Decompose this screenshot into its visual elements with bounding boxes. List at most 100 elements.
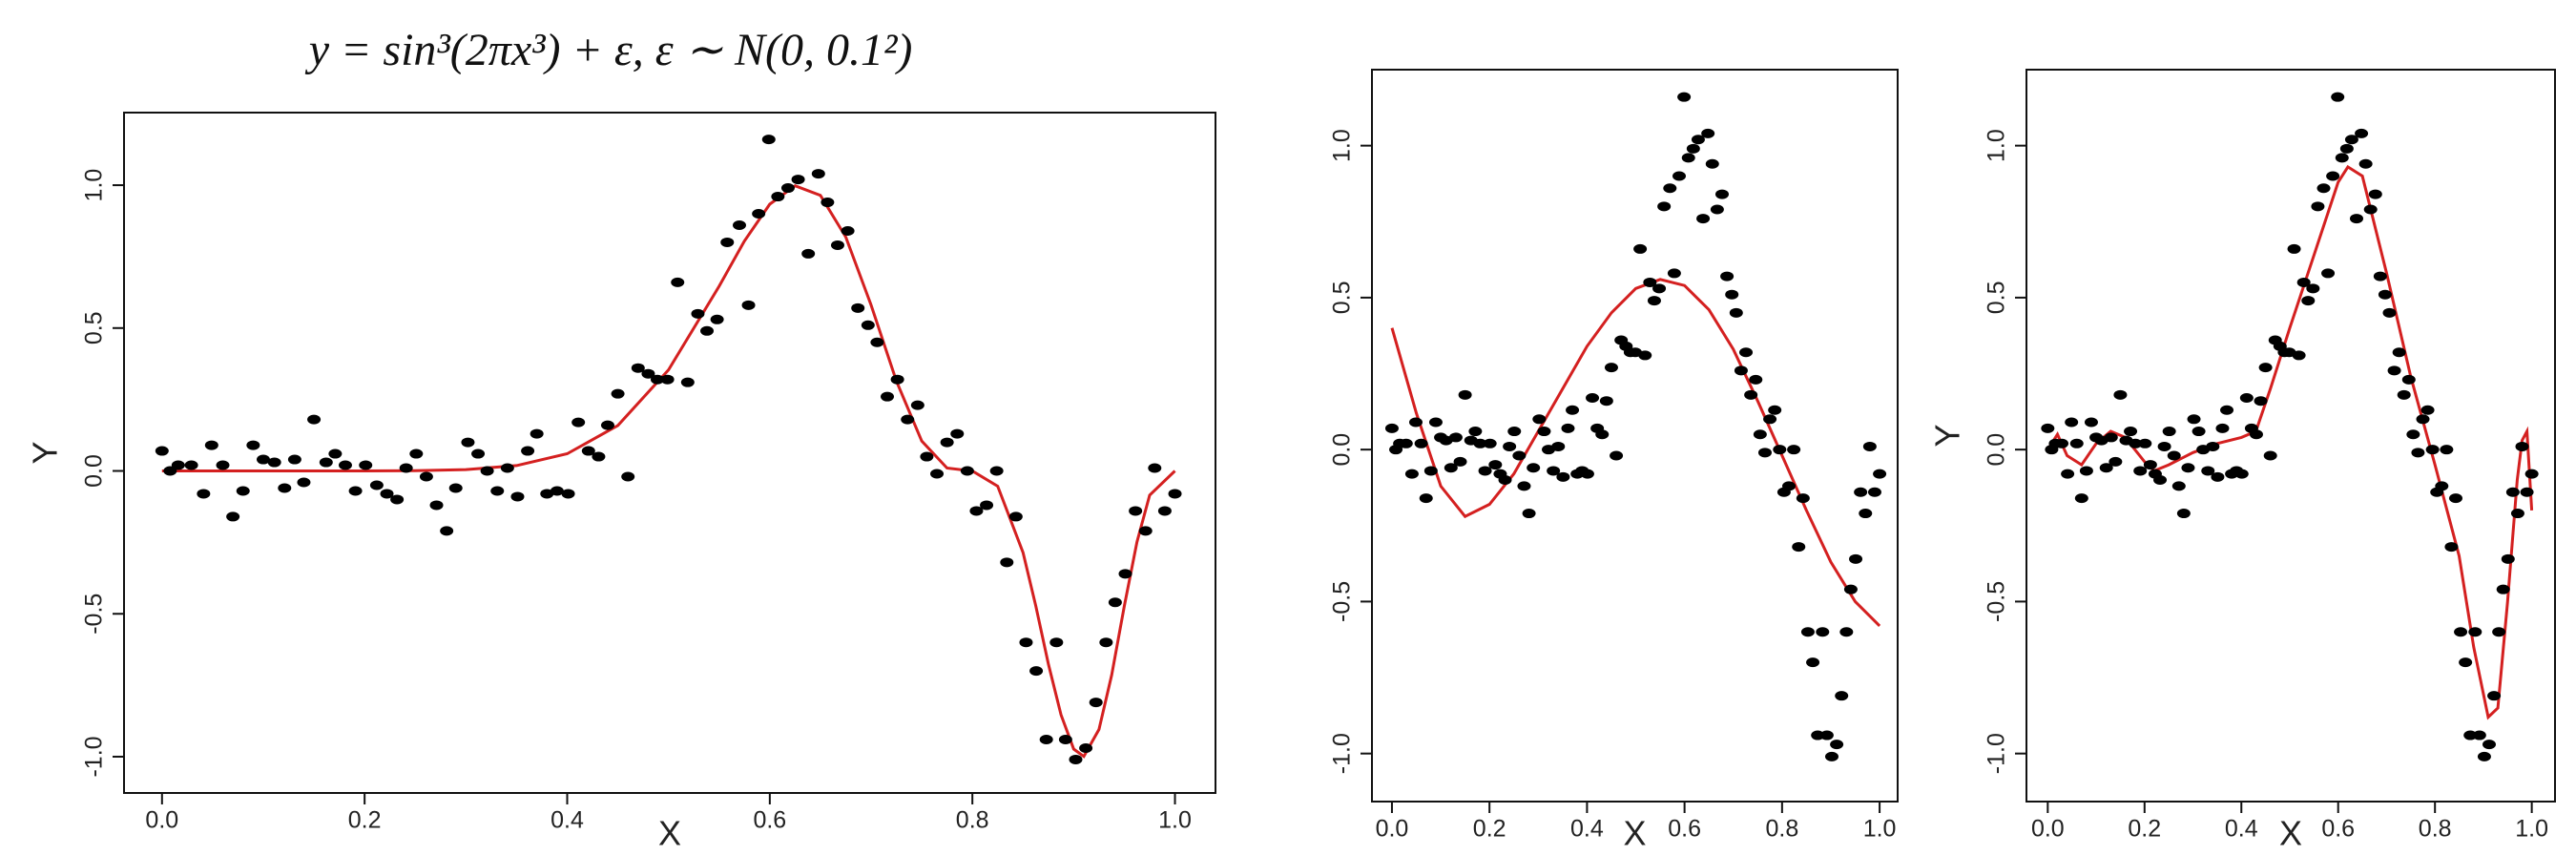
data-point bbox=[2133, 466, 2148, 476]
data-point bbox=[1739, 347, 1754, 358]
x-axis-label: X bbox=[1623, 814, 1646, 853]
data-point bbox=[1586, 393, 1600, 404]
data-point bbox=[930, 469, 945, 479]
data-point bbox=[1753, 429, 1767, 440]
data-point bbox=[550, 486, 564, 496]
data-point bbox=[1522, 509, 1536, 519]
data-point bbox=[1599, 396, 1613, 407]
x-tick-label: 0.0 bbox=[2031, 816, 2065, 843]
data-point bbox=[801, 248, 816, 259]
data-point bbox=[791, 175, 805, 185]
data-point bbox=[1854, 487, 1868, 497]
data-point bbox=[2171, 481, 2186, 491]
data-point bbox=[1488, 460, 1503, 470]
data-point bbox=[2316, 183, 2331, 194]
data-point bbox=[1399, 438, 1413, 448]
data-point bbox=[1428, 417, 1443, 428]
data-point bbox=[1444, 463, 1458, 473]
data-point bbox=[2401, 374, 2416, 385]
data-point bbox=[307, 414, 322, 425]
data-point bbox=[631, 363, 645, 373]
data-point bbox=[1058, 735, 1072, 745]
data-point bbox=[989, 466, 1004, 476]
data-point bbox=[2084, 417, 2098, 428]
data-point bbox=[2296, 277, 2311, 287]
fit-curve bbox=[1390, 278, 1881, 627]
data-point bbox=[960, 466, 974, 476]
data-point bbox=[910, 400, 924, 410]
data-point bbox=[2435, 481, 2449, 491]
data-point bbox=[1843, 584, 1858, 594]
data-point bbox=[861, 320, 875, 330]
data-point bbox=[1517, 481, 1531, 491]
data-point bbox=[811, 169, 825, 179]
data-point bbox=[2496, 584, 2510, 594]
data-point bbox=[1787, 445, 1801, 455]
data-point bbox=[741, 300, 756, 310]
data-point bbox=[236, 486, 250, 496]
data-point bbox=[1404, 469, 1419, 479]
data-point bbox=[1657, 201, 1672, 212]
data-point bbox=[2459, 657, 2473, 668]
data-point bbox=[1079, 742, 1093, 753]
data-point bbox=[700, 325, 715, 336]
data-point bbox=[660, 374, 675, 385]
data-point bbox=[1527, 463, 1541, 473]
data-point bbox=[950, 428, 965, 439]
data-point bbox=[680, 377, 695, 387]
data-point bbox=[1566, 405, 1580, 415]
data-point bbox=[2373, 271, 2387, 282]
data-point bbox=[184, 460, 198, 470]
data-point bbox=[1507, 427, 1522, 437]
data-point bbox=[1099, 637, 1113, 648]
data-point bbox=[1714, 189, 1729, 199]
data-point bbox=[1782, 481, 1797, 491]
data-point bbox=[2239, 393, 2254, 404]
x-tick-label: 0.2 bbox=[1473, 816, 1506, 843]
y-tick-label: 0.0 bbox=[1984, 433, 2010, 467]
y-axis-label: Y bbox=[1928, 424, 1967, 447]
data-point bbox=[2387, 365, 2401, 376]
data-point bbox=[155, 446, 169, 456]
data-point bbox=[1633, 243, 1648, 254]
x-tick-label: 0.4 bbox=[551, 807, 584, 834]
data-point bbox=[1734, 365, 1748, 376]
data-point bbox=[752, 209, 766, 219]
data-point bbox=[2483, 740, 2497, 750]
data-point bbox=[2263, 450, 2277, 461]
x-tick-label: 0.0 bbox=[1376, 816, 1409, 843]
data-point bbox=[1157, 506, 1172, 516]
data-point bbox=[1672, 171, 1687, 181]
y-tick-label: 0.0 bbox=[1329, 433, 1356, 467]
data-point bbox=[1677, 92, 1692, 102]
data-point bbox=[1667, 268, 1681, 279]
data-point bbox=[1638, 350, 1652, 361]
data-point bbox=[246, 440, 260, 450]
data-point bbox=[2448, 493, 2462, 504]
x-tick-label: 1.0 bbox=[2515, 816, 2548, 843]
data-point bbox=[1039, 735, 1053, 745]
plot-frame bbox=[1371, 69, 1899, 803]
data-point bbox=[901, 414, 915, 425]
data-point bbox=[2079, 466, 2093, 476]
data-point bbox=[2113, 389, 2128, 400]
data-point bbox=[440, 526, 454, 536]
data-point bbox=[780, 183, 795, 194]
data-point bbox=[204, 440, 218, 450]
data-point bbox=[2326, 171, 2340, 181]
data-point bbox=[2109, 456, 2123, 467]
plot-frame bbox=[123, 112, 1216, 794]
chart-title: y = sin³(2πx³) + ε, ε ∼ N(0, 0.1²) bbox=[304, 25, 913, 75]
data-point bbox=[1148, 463, 1162, 473]
data-point bbox=[2487, 691, 2502, 701]
data-point bbox=[1000, 557, 1014, 568]
y-tick-label: -1.0 bbox=[1329, 733, 1356, 774]
data-point bbox=[267, 457, 281, 468]
data-point bbox=[581, 446, 595, 456]
data-point bbox=[1811, 730, 1825, 740]
data-point bbox=[1647, 296, 1661, 306]
data-point bbox=[1610, 450, 1624, 461]
data-point bbox=[419, 471, 433, 482]
data-point bbox=[359, 460, 373, 470]
data-point bbox=[1498, 475, 1512, 486]
